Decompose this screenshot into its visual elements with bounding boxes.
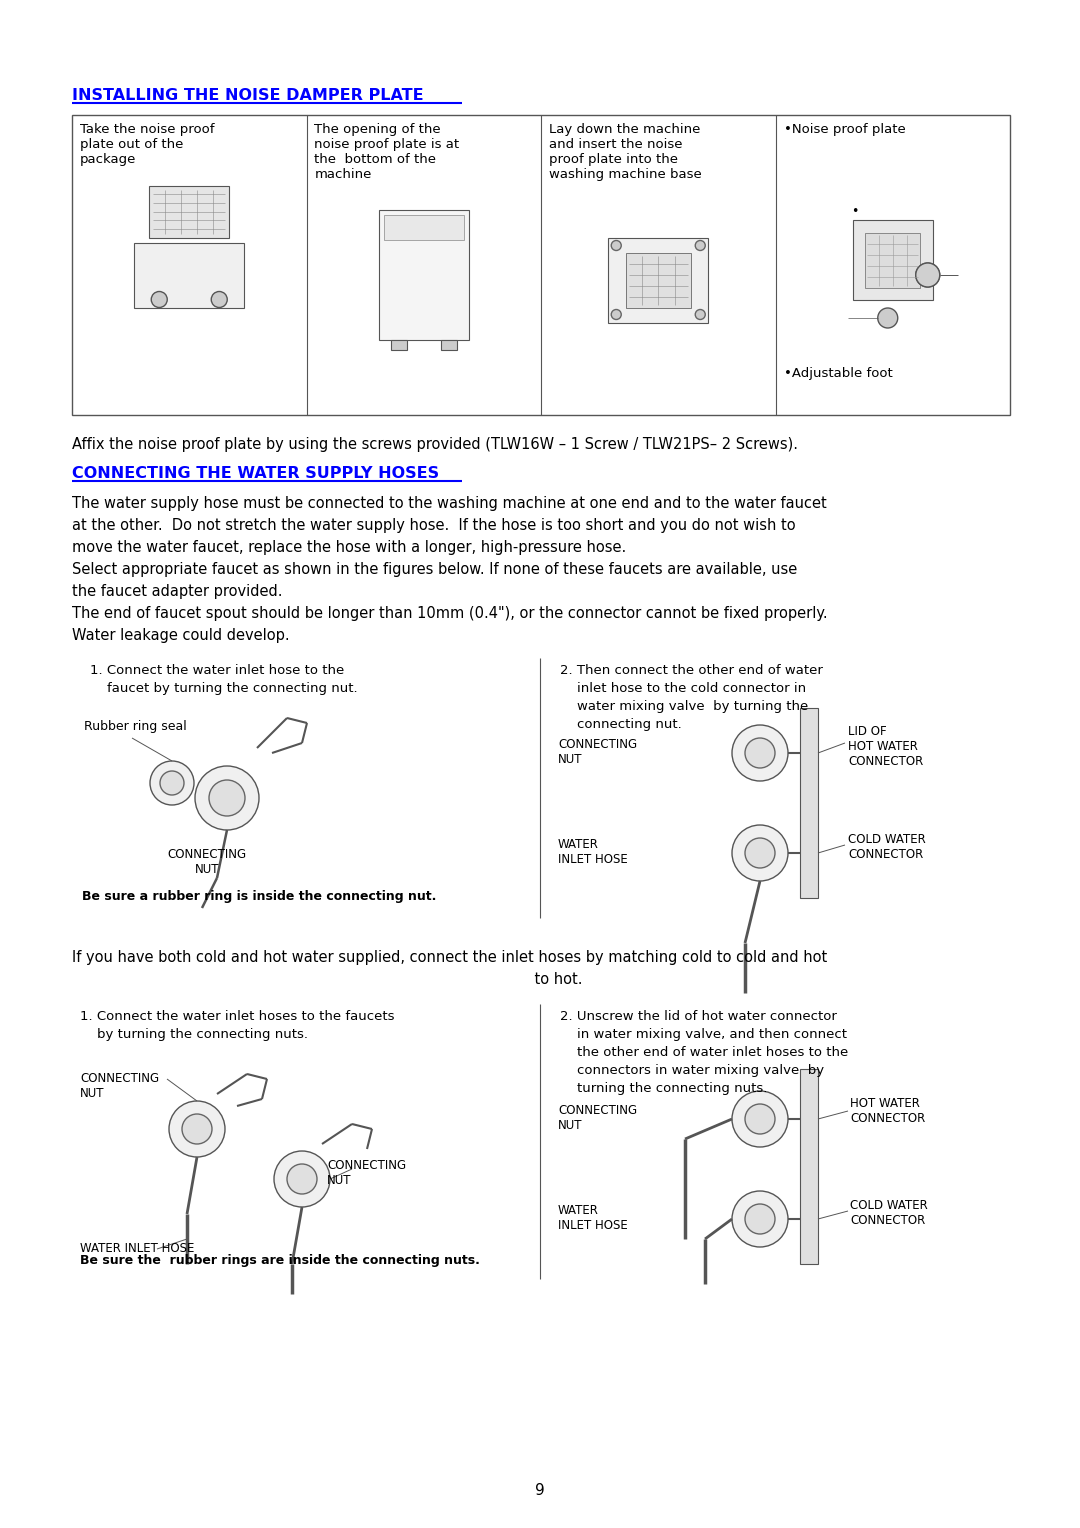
Text: COLD WATER
CONNECTOR: COLD WATER CONNECTOR <box>850 1199 928 1227</box>
Bar <box>441 341 457 350</box>
Bar <box>72 115 1010 416</box>
Text: connecting nut.: connecting nut. <box>561 718 681 730</box>
Text: If you have both cold and hot water supplied, connect the inlet hoses by matchin: If you have both cold and hot water supp… <box>72 950 827 966</box>
Text: 9: 9 <box>535 1484 545 1497</box>
Text: 1. Connect the water inlet hoses to the faucets: 1. Connect the water inlet hoses to the … <box>80 1010 394 1024</box>
Text: The water supply hose must be connected to the washing machine at one end and to: The water supply hose must be connected … <box>72 497 827 510</box>
Circle shape <box>274 1151 330 1207</box>
Circle shape <box>696 310 705 319</box>
Circle shape <box>696 240 705 251</box>
Text: •Noise proof plate: •Noise proof plate <box>783 122 905 136</box>
Circle shape <box>195 766 259 830</box>
Circle shape <box>916 263 940 287</box>
Circle shape <box>210 779 245 816</box>
Circle shape <box>611 240 621 251</box>
Circle shape <box>878 309 897 329</box>
Text: CONNECTING
NUT: CONNECTING NUT <box>80 1073 159 1100</box>
Text: 2. Then connect the other end of water: 2. Then connect the other end of water <box>561 665 823 677</box>
Text: WATER
INLET HOSE: WATER INLET HOSE <box>558 837 627 866</box>
Text: Be sure a rubber ring is inside the connecting nut.: Be sure a rubber ring is inside the conn… <box>82 889 436 903</box>
Text: Water leakage could develop.: Water leakage could develop. <box>72 628 289 643</box>
Text: 1. Connect the water inlet hose to the: 1. Connect the water inlet hose to the <box>90 665 345 677</box>
Text: CONNECTING
NUT: CONNECTING NUT <box>558 738 637 766</box>
Text: Be sure the  rubber rings are inside the connecting nuts.: Be sure the rubber rings are inside the … <box>80 1254 480 1267</box>
Circle shape <box>745 837 775 868</box>
Bar <box>134 243 244 307</box>
Text: connectors in water mixing valve  by: connectors in water mixing valve by <box>561 1063 824 1077</box>
Circle shape <box>745 1105 775 1134</box>
Circle shape <box>151 292 167 307</box>
Text: CONNECTING
NUT: CONNECTING NUT <box>167 848 246 876</box>
Bar <box>149 185 229 237</box>
Text: CONNECTING THE WATER SUPPLY HOSES: CONNECTING THE WATER SUPPLY HOSES <box>72 466 440 481</box>
Circle shape <box>611 310 621 319</box>
Text: Lay down the machine
and insert the noise
proof plate into the
washing machine b: Lay down the machine and insert the nois… <box>549 122 702 180</box>
Text: COLD WATER
CONNECTOR: COLD WATER CONNECTOR <box>848 833 926 860</box>
Bar <box>865 232 920 287</box>
Bar <box>853 220 933 299</box>
Text: Rubber ring seal: Rubber ring seal <box>84 720 187 733</box>
Text: the faucet adapter provided.: the faucet adapter provided. <box>72 584 283 599</box>
Text: in water mixing valve, and then connect: in water mixing valve, and then connect <box>561 1028 847 1041</box>
Text: •Adjustable foot: •Adjustable foot <box>783 367 892 380</box>
Text: Take the noise proof
plate out of the
package: Take the noise proof plate out of the pa… <box>80 122 215 167</box>
Text: The opening of the
noise proof plate is at
the  bottom of the
machine: The opening of the noise proof plate is … <box>314 122 460 180</box>
Text: The end of faucet spout should be longer than 10mm (0.4"), or the connector cann: The end of faucet spout should be longer… <box>72 607 827 620</box>
Text: Affix the noise proof plate by using the screws provided (TLW16W – 1 Screw / TLW: Affix the noise proof plate by using the… <box>72 437 798 452</box>
Bar <box>608 237 708 322</box>
Circle shape <box>732 825 788 882</box>
Circle shape <box>745 738 775 769</box>
Bar <box>391 341 407 350</box>
Bar <box>625 252 691 307</box>
Circle shape <box>732 724 788 781</box>
Bar <box>379 209 469 341</box>
Circle shape <box>212 292 227 307</box>
Text: faucet by turning the connecting nut.: faucet by turning the connecting nut. <box>90 681 357 695</box>
Text: by turning the connecting nuts.: by turning the connecting nuts. <box>80 1028 308 1041</box>
Text: water mixing valve  by turning the: water mixing valve by turning the <box>561 700 808 714</box>
Text: to hot.: to hot. <box>72 972 582 987</box>
Bar <box>800 1070 818 1264</box>
Text: turning the connecting nuts.: turning the connecting nuts. <box>561 1082 768 1096</box>
Text: CONNECTING
NUT: CONNECTING NUT <box>327 1160 406 1187</box>
Circle shape <box>160 772 184 795</box>
Text: at the other.  Do not stretch the water supply hose.  If the hose is too short a: at the other. Do not stretch the water s… <box>72 518 796 533</box>
Circle shape <box>916 263 940 287</box>
Text: INSTALLING THE NOISE DAMPER PLATE: INSTALLING THE NOISE DAMPER PLATE <box>72 89 423 102</box>
Text: •: • <box>851 205 859 219</box>
Circle shape <box>732 1091 788 1148</box>
Circle shape <box>150 761 194 805</box>
Text: the other end of water inlet hoses to the: the other end of water inlet hoses to th… <box>561 1047 848 1059</box>
Circle shape <box>732 1190 788 1247</box>
Circle shape <box>183 1114 212 1144</box>
Text: LID OF
HOT WATER
CONNECTOR: LID OF HOT WATER CONNECTOR <box>848 724 923 769</box>
Bar <box>383 215 463 240</box>
Text: HOT WATER
CONNECTOR: HOT WATER CONNECTOR <box>850 1097 926 1125</box>
Circle shape <box>921 269 934 281</box>
Circle shape <box>287 1164 318 1193</box>
Text: inlet hose to the cold connector in: inlet hose to the cold connector in <box>561 681 806 695</box>
Text: WATER
INLET HOSE: WATER INLET HOSE <box>558 1204 627 1232</box>
Circle shape <box>168 1102 225 1157</box>
Bar <box>800 707 818 898</box>
Text: Select appropriate faucet as shown in the figures below. If none of these faucet: Select appropriate faucet as shown in th… <box>72 562 797 578</box>
Circle shape <box>745 1204 775 1235</box>
Text: move the water faucet, replace the hose with a longer, high-pressure hose.: move the water faucet, replace the hose … <box>72 539 626 555</box>
Text: WATER INLET HOSE: WATER INLET HOSE <box>80 1242 194 1254</box>
Text: CONNECTING
NUT: CONNECTING NUT <box>558 1105 637 1132</box>
Text: 2. Unscrew the lid of hot water connector: 2. Unscrew the lid of hot water connecto… <box>561 1010 837 1024</box>
